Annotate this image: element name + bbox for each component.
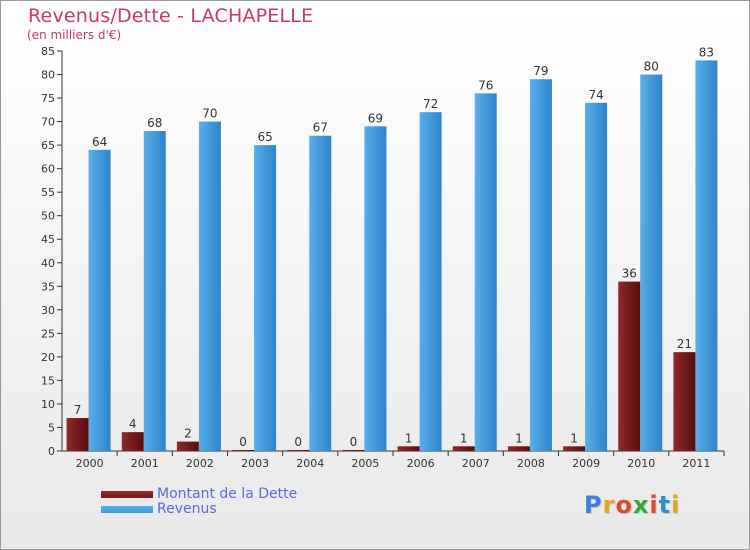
legend-item-dette: Montant de la Dette bbox=[101, 487, 297, 502]
legend-label-revenus: Revenus bbox=[157, 501, 217, 517]
data-label-dette: 1 bbox=[405, 431, 413, 445]
legend-swatch-dette bbox=[101, 491, 153, 498]
x-tick-label: 2010 bbox=[627, 457, 655, 470]
bar-revenus bbox=[585, 102, 608, 451]
bar-dette bbox=[342, 450, 365, 451]
data-label-dette: 0 bbox=[350, 435, 358, 449]
bar-dette bbox=[287, 450, 310, 451]
y-tick-label: 5 bbox=[48, 421, 55, 434]
logo-letter: i bbox=[671, 491, 681, 519]
data-label-dette: 0 bbox=[294, 435, 302, 449]
y-tick-label: 30 bbox=[41, 304, 55, 317]
data-label-dette: 4 bbox=[129, 417, 137, 431]
bar-revenus bbox=[88, 149, 111, 451]
bar-dette bbox=[66, 418, 89, 451]
data-label-revenus: 80 bbox=[644, 60, 659, 74]
chart-title: Revenus/Dette - LACHAPELLE bbox=[28, 5, 314, 27]
y-tick-label: 25 bbox=[41, 327, 55, 340]
data-label-revenus: 79 bbox=[533, 64, 548, 78]
data-label-dette: 2 bbox=[184, 427, 192, 441]
bar-revenus bbox=[198, 121, 221, 452]
y-tick-label: 50 bbox=[41, 210, 55, 223]
bar-dette bbox=[176, 441, 199, 451]
y-tick-label: 20 bbox=[41, 351, 55, 364]
x-tick-label: 2007 bbox=[462, 457, 490, 470]
bar-dette bbox=[121, 432, 144, 451]
logo-letter: i bbox=[649, 491, 659, 519]
data-label-dette: 1 bbox=[570, 431, 578, 445]
y-tick-label: 35 bbox=[41, 280, 55, 293]
bar-revenus bbox=[695, 60, 718, 451]
bar-dette bbox=[452, 446, 475, 451]
bar-revenus bbox=[529, 79, 552, 451]
x-tick-label: 2011 bbox=[682, 457, 710, 470]
bar-dette bbox=[507, 446, 530, 451]
y-tick-label: 70 bbox=[41, 116, 55, 129]
data-label-revenus: 76 bbox=[478, 78, 493, 92]
data-label-revenus: 69 bbox=[368, 111, 383, 125]
legend-item-revenus: Revenus bbox=[101, 502, 297, 517]
x-tick-label: 2002 bbox=[186, 457, 214, 470]
logo-letter: o bbox=[615, 491, 633, 519]
proxiti-logo: Proxiti bbox=[584, 491, 680, 519]
x-tick-label: 2004 bbox=[296, 457, 324, 470]
y-tick-label: 15 bbox=[41, 374, 55, 387]
data-label-dette: 21 bbox=[677, 337, 692, 351]
bar-revenus bbox=[364, 126, 387, 451]
data-label-revenus: 70 bbox=[202, 107, 217, 121]
y-tick-label: 45 bbox=[41, 233, 55, 246]
y-tick-label: 80 bbox=[41, 69, 55, 82]
data-label-dette: 36 bbox=[622, 267, 637, 281]
logo-letter: x bbox=[632, 491, 650, 519]
bar-dette bbox=[673, 352, 696, 451]
bar-revenus bbox=[474, 93, 497, 452]
legend-label-dette: Montant de la Dette bbox=[157, 486, 298, 502]
data-label-revenus: 83 bbox=[699, 45, 714, 59]
x-tick-label: 2000 bbox=[76, 457, 104, 470]
bar-revenus bbox=[254, 145, 277, 451]
x-tick-label: 2001 bbox=[131, 457, 159, 470]
logo-letter: P bbox=[584, 491, 603, 519]
bar-dette bbox=[232, 450, 255, 451]
data-label-dette: 0 bbox=[239, 435, 247, 449]
y-tick-label: 40 bbox=[41, 257, 55, 270]
x-tick-label: 2005 bbox=[351, 457, 379, 470]
y-tick-label: 65 bbox=[41, 139, 55, 152]
y-tick-label: 60 bbox=[41, 163, 55, 176]
x-tick-label: 2006 bbox=[407, 457, 435, 470]
data-label-dette: 1 bbox=[460, 431, 468, 445]
bar-dette bbox=[563, 446, 586, 451]
y-tick-label: 85 bbox=[41, 45, 55, 58]
chart-subtitle: (en milliers d'€) bbox=[27, 28, 122, 42]
y-tick-label: 55 bbox=[41, 186, 55, 199]
x-tick-label: 2003 bbox=[241, 457, 269, 470]
data-label-dette: 1 bbox=[515, 431, 523, 445]
y-tick-label: 10 bbox=[41, 398, 55, 411]
data-label-revenus: 72 bbox=[423, 97, 438, 111]
data-label-revenus: 65 bbox=[257, 130, 272, 144]
data-label-revenus: 67 bbox=[313, 121, 328, 135]
bar-revenus bbox=[143, 131, 166, 451]
y-tick-label: 0 bbox=[48, 445, 55, 458]
logo-letter: t bbox=[658, 491, 672, 519]
bar-revenus bbox=[309, 135, 332, 452]
x-tick-label: 2009 bbox=[572, 457, 600, 470]
bar-dette bbox=[618, 281, 641, 451]
bar-dette bbox=[397, 446, 420, 451]
data-label-revenus: 64 bbox=[92, 135, 107, 149]
x-tick-label: 2008 bbox=[517, 457, 545, 470]
legend-swatch-revenus bbox=[101, 506, 153, 513]
y-tick-label: 75 bbox=[41, 92, 55, 105]
bar-revenus bbox=[640, 74, 663, 451]
data-label-revenus: 74 bbox=[588, 88, 603, 102]
legend: Montant de la Dette Revenus bbox=[101, 487, 297, 517]
bar-revenus bbox=[419, 112, 442, 452]
data-label-dette: 7 bbox=[74, 403, 82, 417]
data-label-revenus: 68 bbox=[147, 116, 162, 130]
logo-letter: r bbox=[602, 491, 616, 519]
